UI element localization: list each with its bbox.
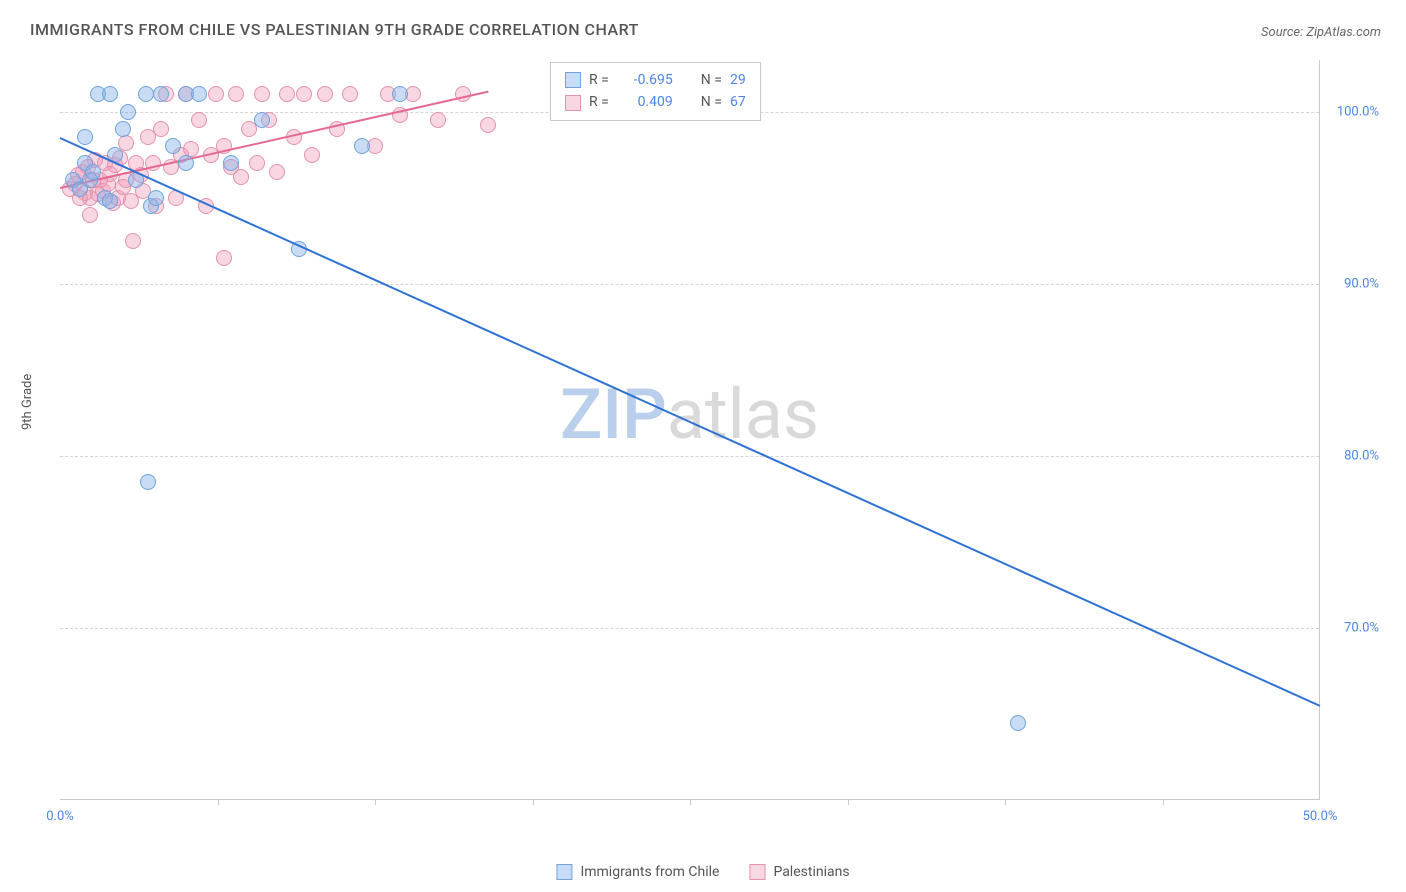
data-point <box>77 129 93 145</box>
n-value: 29 <box>730 69 746 91</box>
data-point <box>392 86 408 102</box>
n-label: N = <box>701 69 722 91</box>
data-point <box>125 233 141 249</box>
data-point <box>191 112 207 128</box>
data-point <box>254 112 270 128</box>
data-point <box>249 155 265 171</box>
data-point <box>153 86 169 102</box>
swatch-icon <box>749 864 765 880</box>
trend-line <box>60 138 1321 708</box>
x-tick-mark <box>1163 799 1164 805</box>
gridline <box>60 628 1319 629</box>
data-point <box>165 138 181 154</box>
data-point <box>208 86 224 102</box>
swatch-icon <box>565 72 581 88</box>
x-tick-mark <box>1005 799 1006 805</box>
data-point <box>296 86 312 102</box>
y-tick-label: 100.0% <box>1337 104 1379 119</box>
watermark: ZIPatlas <box>560 374 819 456</box>
data-point <box>178 155 194 171</box>
y-tick-label: 80.0% <box>1344 448 1379 463</box>
x-tick-mark <box>533 799 534 805</box>
data-point <box>228 86 244 102</box>
swatch-icon <box>556 864 572 880</box>
stats-row: R = -0.695 N = 29 <box>565 69 746 91</box>
data-point <box>120 104 136 120</box>
data-point <box>191 86 207 102</box>
r-label: R = <box>589 69 609 91</box>
x-tick-mark <box>848 799 849 805</box>
legend-label: Palestinians <box>773 864 849 880</box>
x-tick-mark <box>375 799 376 805</box>
legend-bottom: Immigrants from Chile Palestinians <box>556 864 849 880</box>
data-point <box>85 164 101 180</box>
data-point <box>342 86 358 102</box>
r-value: -0.695 <box>617 69 673 91</box>
source-label: Source: ZipAtlas.com <box>1261 25 1381 40</box>
r-label: R = <box>589 91 609 113</box>
x-tick-label: 0.0% <box>46 809 74 824</box>
swatch-icon <box>565 95 581 111</box>
gridline <box>60 456 1319 457</box>
data-point <box>223 155 239 171</box>
data-point <box>148 190 164 206</box>
stats-row: R = 0.409 N = 67 <box>565 91 746 113</box>
y-tick-label: 70.0% <box>1344 620 1379 635</box>
data-point <box>304 147 320 163</box>
data-point <box>138 86 154 102</box>
data-point <box>254 86 270 102</box>
data-point <box>216 250 232 266</box>
data-point <box>480 117 496 133</box>
data-point <box>354 138 370 154</box>
y-axis-label: 9th Grade <box>20 374 35 430</box>
data-point <box>140 474 156 490</box>
n-label: N = <box>701 91 722 113</box>
x-tick-mark <box>690 799 691 805</box>
data-point <box>115 121 131 137</box>
plot-area: ZIPatlas 70.0%80.0%90.0%100.0%0.0%50.0%R… <box>60 60 1320 800</box>
y-tick-label: 90.0% <box>1344 276 1379 291</box>
stats-legend: R = -0.695 N = 29 R = 0.409 N = 67 <box>550 62 761 121</box>
data-point <box>317 86 333 102</box>
chart-title: IMMIGRANTS FROM CHILE VS PALESTINIAN 9TH… <box>30 20 639 39</box>
x-tick-mark <box>218 799 219 805</box>
legend-item-pink: Palestinians <box>749 864 849 880</box>
gridline <box>60 284 1319 285</box>
data-point <box>102 86 118 102</box>
data-point <box>102 193 118 209</box>
legend-item-blue: Immigrants from Chile <box>556 864 719 880</box>
data-point <box>279 86 295 102</box>
r-value: 0.409 <box>617 91 673 113</box>
n-value: 67 <box>730 91 746 113</box>
data-point <box>82 207 98 223</box>
x-tick-label: 50.0% <box>1303 809 1338 824</box>
data-point <box>233 169 249 185</box>
data-point <box>269 164 285 180</box>
data-point <box>153 121 169 137</box>
data-point <box>430 112 446 128</box>
legend-label: Immigrants from Chile <box>580 864 719 880</box>
data-point <box>1010 715 1026 731</box>
